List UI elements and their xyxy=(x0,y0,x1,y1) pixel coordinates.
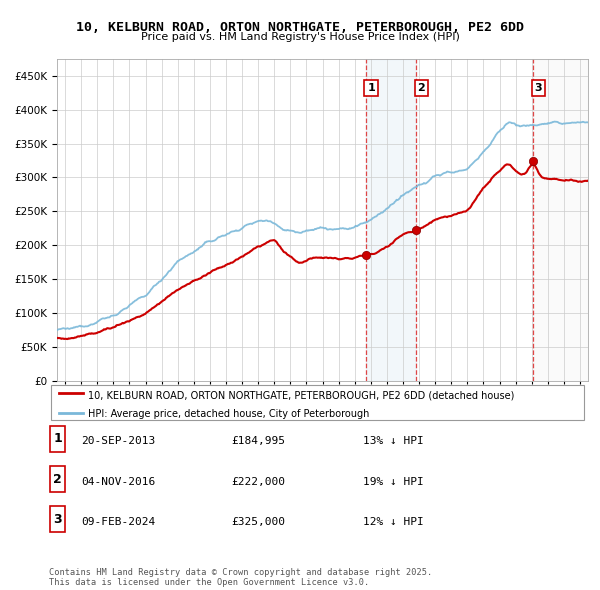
Text: 2: 2 xyxy=(53,473,62,486)
Text: £222,000: £222,000 xyxy=(231,477,285,487)
Text: 13% ↓ HPI: 13% ↓ HPI xyxy=(363,437,424,447)
Text: Contains HM Land Registry data © Crown copyright and database right 2025.
This d: Contains HM Land Registry data © Crown c… xyxy=(49,568,433,587)
Text: 12% ↓ HPI: 12% ↓ HPI xyxy=(363,517,424,527)
Text: 10, KELBURN ROAD, ORTON NORTHGATE, PETERBOROUGH, PE2 6DD (detached house): 10, KELBURN ROAD, ORTON NORTHGATE, PETER… xyxy=(89,390,515,400)
Bar xyxy=(366,59,416,381)
Text: Price paid vs. HM Land Registry's House Price Index (HPI): Price paid vs. HM Land Registry's House … xyxy=(140,32,460,42)
FancyBboxPatch shape xyxy=(50,385,584,420)
Text: 04-NOV-2016: 04-NOV-2016 xyxy=(81,477,155,487)
FancyBboxPatch shape xyxy=(50,506,65,532)
Bar xyxy=(533,59,588,381)
Text: 1: 1 xyxy=(367,83,375,93)
Text: 2: 2 xyxy=(418,83,425,93)
Bar xyxy=(533,59,588,381)
FancyBboxPatch shape xyxy=(50,426,65,452)
Text: HPI: Average price, detached house, City of Peterborough: HPI: Average price, detached house, City… xyxy=(89,409,370,419)
Text: 09-FEB-2024: 09-FEB-2024 xyxy=(81,517,155,527)
Text: £325,000: £325,000 xyxy=(231,517,285,527)
Text: 20-SEP-2013: 20-SEP-2013 xyxy=(81,437,155,447)
Text: 1: 1 xyxy=(53,432,62,445)
Text: 19% ↓ HPI: 19% ↓ HPI xyxy=(363,477,424,487)
Text: £184,995: £184,995 xyxy=(231,437,285,447)
FancyBboxPatch shape xyxy=(50,466,65,492)
Text: 3: 3 xyxy=(535,83,542,93)
Text: 3: 3 xyxy=(53,513,62,526)
Text: 10, KELBURN ROAD, ORTON NORTHGATE, PETERBOROUGH, PE2 6DD: 10, KELBURN ROAD, ORTON NORTHGATE, PETER… xyxy=(76,21,524,34)
